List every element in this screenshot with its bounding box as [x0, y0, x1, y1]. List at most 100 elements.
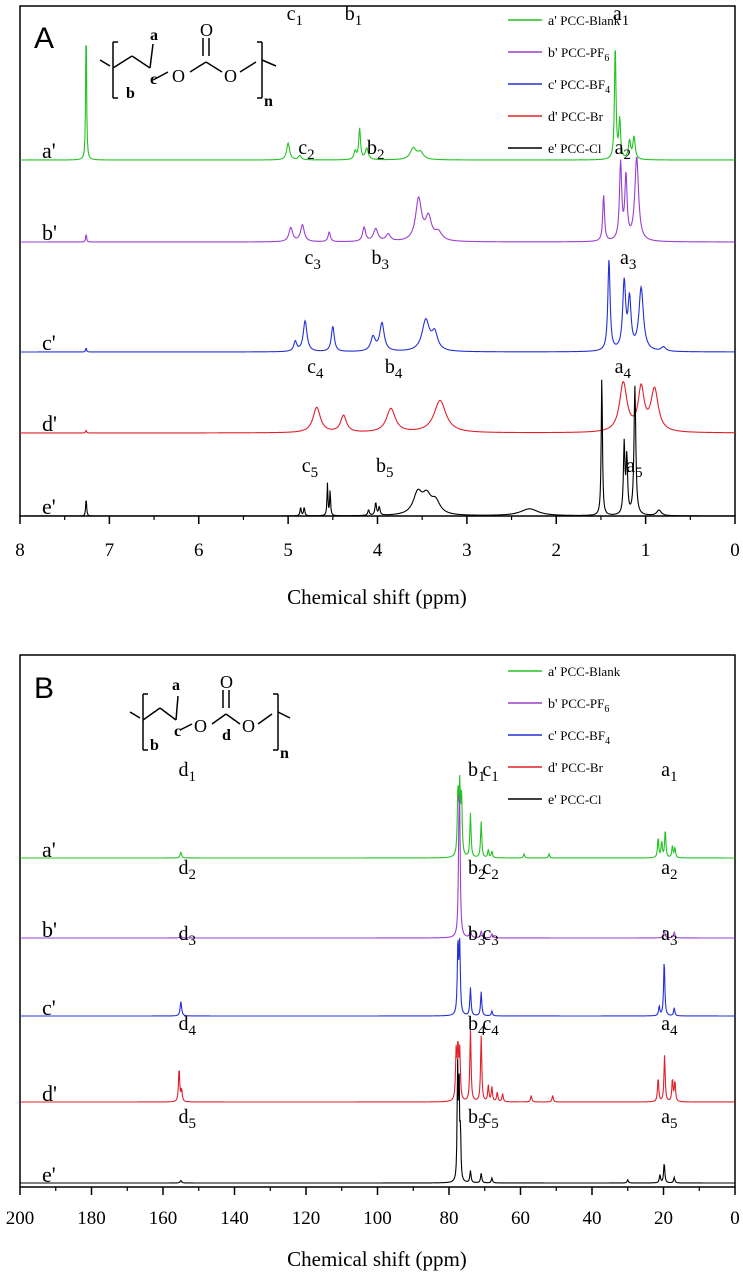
panel-b-frame: [19, 654, 736, 1188]
x-tick-label-180: 180: [77, 1208, 106, 1229]
spectrum-line-3: [20, 260, 735, 353]
spectrum-line-1: [20, 774, 735, 859]
legend-label-4: d' PCC-Br: [548, 760, 604, 776]
spectrum-line-2: [20, 156, 735, 243]
row-label-3: c': [42, 995, 56, 1020]
x-tick-label-4: 4: [373, 540, 383, 561]
peak-label-c3: c3: [304, 247, 320, 273]
legend-label-4: d' PCC-Br: [548, 109, 604, 125]
peak-label-d1: d1: [178, 759, 196, 785]
legend-label-2: b' PCC-PF6: [548, 45, 609, 64]
panel-b-structure: [129, 690, 291, 751]
panel-b: B a c d b O O O n a'b'c: [6, 654, 740, 1271]
panel-a-legend: a' PCC-Blank b' PCC-PF6 c' PCC-BF4 d' PCC-B…: [508, 13, 621, 157]
peak-label-a2: a2: [615, 137, 631, 163]
structure-label-n: n: [264, 93, 273, 110]
row-label-2: b': [42, 220, 57, 245]
x-tick-label-0: 0: [730, 540, 740, 561]
legend-label-5: e' PCC-Cl: [548, 792, 602, 808]
peak-label-d5: d5: [178, 1106, 196, 1132]
peak-label-a5: a5: [661, 1106, 677, 1132]
x-tick-label-6: 6: [194, 540, 204, 561]
x-tick-label-7: 7: [105, 540, 115, 561]
row-label-1: a': [42, 837, 56, 862]
x-tick-label-60: 60: [511, 1208, 530, 1229]
panel-a-structure: [99, 38, 277, 99]
x-tick-label-160: 160: [149, 1208, 178, 1229]
legend-label-2: b' PCC-PF6: [548, 696, 609, 715]
panel-a-x-axis: 8 7 6 5 4 3 2 1 0: [15, 516, 740, 561]
peak-label-a5: a5: [626, 455, 642, 481]
structure-b-label-n: n: [280, 745, 289, 762]
panel-a-letter: A: [34, 22, 54, 55]
x-tick-label-120: 120: [292, 1208, 321, 1229]
legend-label-1: a' PCC-Blank: [548, 13, 621, 29]
row-label-2: b': [42, 917, 57, 942]
legend-label-3: c' PCC-BF4: [548, 77, 610, 96]
peak-label-c4: c4: [307, 356, 324, 382]
row-label-5: e': [42, 1162, 56, 1187]
peak-label-c2: c2: [298, 137, 314, 163]
panel-a: A a c b O O O n a' b' c' d' e': [15, 3, 740, 609]
structure-b-label-a: a: [172, 677, 180, 694]
x-tick-label-80: 80: [440, 1208, 459, 1229]
peak-label-d2: d2: [178, 857, 196, 883]
structure-label-o2: O: [200, 20, 213, 40]
row-label-1: a': [42, 138, 56, 163]
x-tick-label-20: 20: [654, 1208, 673, 1229]
x-tick-label-0: 0: [730, 1208, 740, 1229]
structure-label-a: a: [150, 27, 158, 44]
peak-label-d3: d3: [178, 923, 196, 949]
spectrum-line-5: [20, 379, 735, 517]
panel-b-x-axis: 200 180 160 140 120 100 80 60 40 20 0: [6, 1187, 740, 1229]
peak-label-a4: a4: [615, 356, 632, 382]
panel-a-row-labels: a' b' c' d' e': [42, 138, 57, 519]
structure-label-b: b: [126, 85, 135, 102]
spectrum-line-4: [20, 380, 735, 434]
row-label-4: d': [42, 1081, 57, 1106]
structure-b-label-b: b: [150, 737, 159, 754]
x-tick-label-100: 100: [363, 1208, 392, 1229]
legend-label-1: a' PCC-Blank: [548, 664, 621, 680]
peak-label-b3: b3: [372, 247, 390, 273]
structure-b-label-c: c: [174, 723, 181, 740]
x-tick-label-40: 40: [583, 1208, 602, 1229]
row-label-5: e': [42, 494, 56, 519]
legend-label-3: c' PCC-BF4: [548, 728, 610, 747]
peak-label-a3: a3: [620, 247, 636, 273]
panel-b-spectra: [20, 774, 735, 1184]
panel-a-x-axis-title: Chemical shift (ppm): [287, 585, 467, 609]
structure-label-o1: O: [172, 66, 185, 86]
row-label-4: d': [42, 411, 57, 436]
structure-b-label-o2: O: [220, 672, 233, 692]
peak-label-c5: c5: [302, 455, 318, 481]
structure-b-label-d: d: [222, 727, 231, 744]
spectrum-line-1: [20, 45, 735, 161]
panel-b-letter: B: [34, 672, 54, 705]
spectrum-line-3: [20, 937, 735, 1017]
x-tick-label-200: 200: [6, 1208, 35, 1229]
structure-b-label-o3: O: [242, 716, 255, 736]
peak-label-b4: b4: [385, 356, 403, 382]
panel-b-row-labels: a' b' c' d' e': [42, 837, 57, 1187]
panel-b-legend: a' PCC-Blank b' PCC-PF6 c' PCC-BF4 d' PCC-B…: [508, 664, 621, 808]
peak-label-a2: a2: [661, 857, 677, 883]
peak-label-a4: a4: [661, 1013, 678, 1039]
legend-label-5: e' PCC-Cl: [548, 141, 602, 157]
peak-label-b5: b5: [376, 455, 394, 481]
spectrum-line-5: [20, 1058, 735, 1184]
x-tick-label-3: 3: [462, 540, 472, 561]
peak-label-a1: a1: [661, 759, 677, 785]
x-tick-label-8: 8: [15, 540, 25, 561]
structure-label-c: c: [150, 71, 157, 88]
peak-label-b1: b1: [345, 3, 363, 29]
structure-b-label-o1: O: [194, 716, 207, 736]
peak-label-c1: c1: [287, 3, 303, 29]
structure-label-o3: O: [224, 66, 237, 86]
spectrum-line-4: [20, 1029, 735, 1103]
panel-b-x-axis-title: Chemical shift (ppm): [287, 1247, 467, 1271]
